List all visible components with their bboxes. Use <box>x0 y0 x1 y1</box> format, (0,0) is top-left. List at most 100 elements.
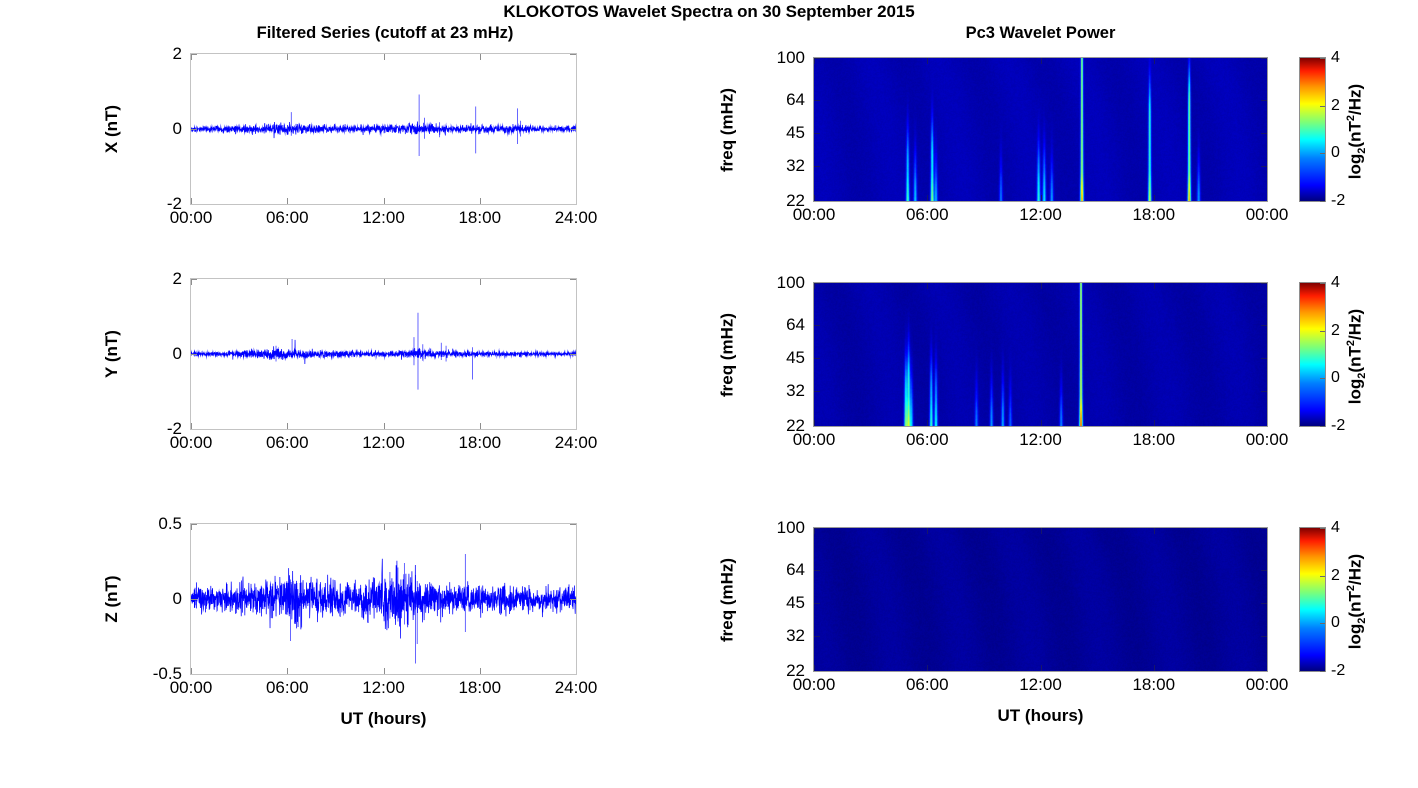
y-tick-mark <box>570 129 576 130</box>
y-tick-mark <box>191 674 197 675</box>
x-tick-mark <box>1153 195 1155 201</box>
freq-tick-mark <box>1261 165 1267 167</box>
x-tick-label: 06:00 <box>905 205 949 224</box>
x-tick-mark <box>576 524 577 530</box>
x-tick-mark <box>479 54 481 60</box>
series-plot-z <box>191 524 576 674</box>
x-tick-mark <box>383 54 385 60</box>
colorbar-tick-label: 2 <box>1331 566 1340 584</box>
y-tick-label: -0.5 <box>152 664 182 683</box>
colorbar-tick-mark <box>1320 330 1325 332</box>
x-tick-label: 06:00 <box>265 678 309 697</box>
x-tick-mark <box>927 665 929 671</box>
x-tick-mark <box>1267 195 1268 201</box>
x-tick-mark <box>1153 528 1155 534</box>
x-tick-mark <box>1040 420 1042 426</box>
x-tick-label: 18:00 <box>1132 675 1176 694</box>
right-column-title: Pc3 Wavelet Power <box>965 24 1116 42</box>
spectrogram-axes-x <box>813 57 1268 202</box>
y-tick-mark <box>191 599 197 600</box>
freq-tick-mark <box>1261 283 1267 284</box>
x-tick-label: 18:00 <box>458 208 502 227</box>
x-tick-mark <box>383 668 385 674</box>
y-tick-mark <box>570 599 576 600</box>
x-tick-mark <box>1267 58 1268 64</box>
freq-tick-label: 64 <box>786 90 805 110</box>
colorbar-tick-mark <box>1320 623 1325 625</box>
x-tick-label: 12:00 <box>362 678 405 697</box>
y-tick-mark <box>570 674 576 675</box>
x-tick-label: 18:00 <box>458 433 502 452</box>
x-tick-mark <box>1267 665 1268 671</box>
y-tick-mark <box>191 429 197 430</box>
x-tick-mark <box>1040 665 1042 671</box>
x-tick-mark <box>927 283 929 289</box>
colorbar-tick-mark <box>1320 105 1325 107</box>
freq-axis-label-z: freq (mHz) <box>717 557 736 642</box>
series-axes-y <box>190 278 577 430</box>
x-tick-label: 24:00 <box>554 433 598 452</box>
x-tick-mark <box>1040 528 1042 534</box>
x-tick-mark <box>1267 283 1268 289</box>
freq-tick-mark <box>814 358 820 360</box>
x-tick-label: 06:00 <box>905 675 949 694</box>
freq-tick-label: 45 <box>786 348 805 368</box>
x-tick-mark <box>287 524 289 530</box>
freq-tick-mark <box>1261 358 1267 360</box>
x-tick-label: 00:00 <box>1245 430 1289 449</box>
x-tick-mark <box>383 198 385 204</box>
colorbar-tick-mark <box>1320 58 1325 59</box>
freq-tick-mark <box>814 570 820 572</box>
freq-tick-mark <box>814 635 820 637</box>
y-tick-label: 0 <box>172 119 182 138</box>
freq-tick-mark <box>1261 201 1267 202</box>
y-tick-mark <box>191 524 197 525</box>
y-tick-mark <box>191 279 197 280</box>
x-tick-label: 12:00 <box>1019 205 1062 224</box>
colorbar-tick-label: 4 <box>1331 49 1340 66</box>
freq-tick-mark <box>814 528 820 529</box>
x-tick-mark <box>927 420 929 426</box>
freq-tick-label: 100 <box>776 273 805 292</box>
series-axes-z <box>190 523 577 675</box>
x-tick-label: 00:00 <box>792 675 836 694</box>
x-tick-label: 12:00 <box>362 208 405 227</box>
x-tick-mark <box>576 279 577 285</box>
freq-tick-label: 100 <box>776 48 805 67</box>
colorbar-tick-label: 4 <box>1331 519 1340 536</box>
spectrogram-plot-z <box>814 528 1267 671</box>
x-tick-label: 06:00 <box>265 433 309 452</box>
freq-tick-label: 32 <box>786 625 805 645</box>
x-tick-label: 00:00 <box>169 433 213 452</box>
x-tick-mark <box>1040 195 1042 201</box>
x-tick-mark <box>814 528 815 534</box>
colorbar-tick-label: 4 <box>1331 274 1340 291</box>
x-tick-mark <box>287 668 289 674</box>
y-tick-mark <box>570 354 576 355</box>
x-tick-label: 06:00 <box>905 430 949 449</box>
freq-tick-label: 22 <box>786 661 805 680</box>
figure-title: KLOKOTOS Wavelet Spectra on 30 September… <box>503 2 915 21</box>
freq-tick-mark <box>1261 390 1267 392</box>
x-tick-label: 00:00 <box>1245 205 1289 224</box>
x-tick-mark <box>287 54 289 60</box>
x-tick-label: 00:00 <box>792 205 836 224</box>
colorbar-y <box>1299 282 1326 427</box>
y-tick-label: 0 <box>172 589 182 608</box>
x-tick-mark <box>1040 58 1042 64</box>
x-tick-mark <box>191 423 192 429</box>
x-tick-mark <box>479 524 481 530</box>
x-tick-mark <box>479 279 481 285</box>
x-tick-mark <box>814 283 815 289</box>
y-tick-mark <box>570 279 576 280</box>
y-tick-label: 0.5 <box>158 514 182 533</box>
x-tick-mark <box>814 195 815 201</box>
freq-tick-mark <box>814 133 820 135</box>
x-tick-label: 00:00 <box>169 208 213 227</box>
colorbar-title-x: log2(nT2/Hz) <box>1344 83 1368 179</box>
colorbar-tick-mark <box>1320 201 1325 202</box>
x-tick-label: 18:00 <box>458 678 502 697</box>
freq-tick-label: 22 <box>786 416 805 435</box>
freq-axis-label-x: freq (mHz) <box>717 87 736 172</box>
freq-tick-label: 100 <box>776 518 805 537</box>
